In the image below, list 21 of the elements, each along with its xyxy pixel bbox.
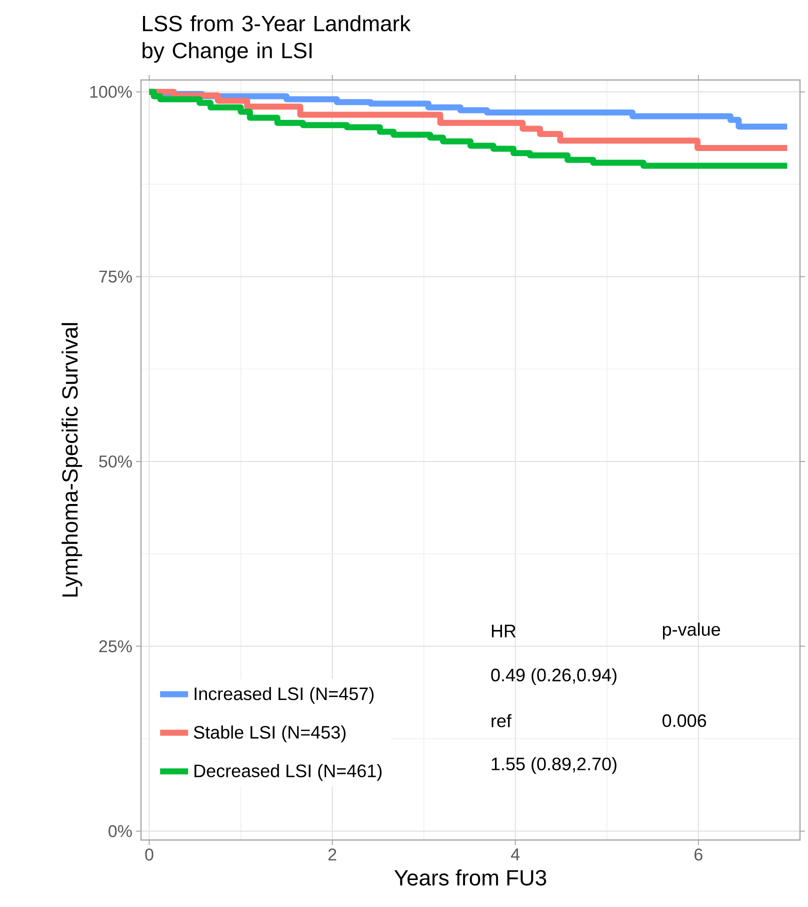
legend-label: Stable LSI (N=453) [194,726,346,742]
annotation: ref [492,714,512,728]
y-axis-title: Lymphoma-Specific Survival [62,323,82,597]
y-tick-label: 25% [99,640,132,652]
annotation: p-value [662,622,720,640]
annotation: 1.55 (0.89,2.70) [492,757,616,774]
x-tick-label: 6 [694,848,702,861]
y-tick-label: 0% [108,825,132,838]
x-axis-title: Years from FU3 [394,869,546,886]
annotation: HR [492,624,516,638]
legend-label: Increased LSI (N=457) [194,686,374,704]
chart-title: LSS from 3-Year Landmark by Change in LSI [142,15,411,63]
y-tick-label: 75% [99,270,132,283]
legend-label: Decreased LSI (N=461) [194,764,382,781]
x-tick-label: 0 [145,848,154,861]
x-tick-label: 2 [328,848,336,860]
y-tick-label: 50% [99,455,132,468]
x-tick-label: 4 [511,848,520,860]
y-tick-label: 100% [90,86,132,98]
annotation: 0.49 (0.26,0.94) [491,668,616,685]
annotation: 0.006 [662,714,706,728]
